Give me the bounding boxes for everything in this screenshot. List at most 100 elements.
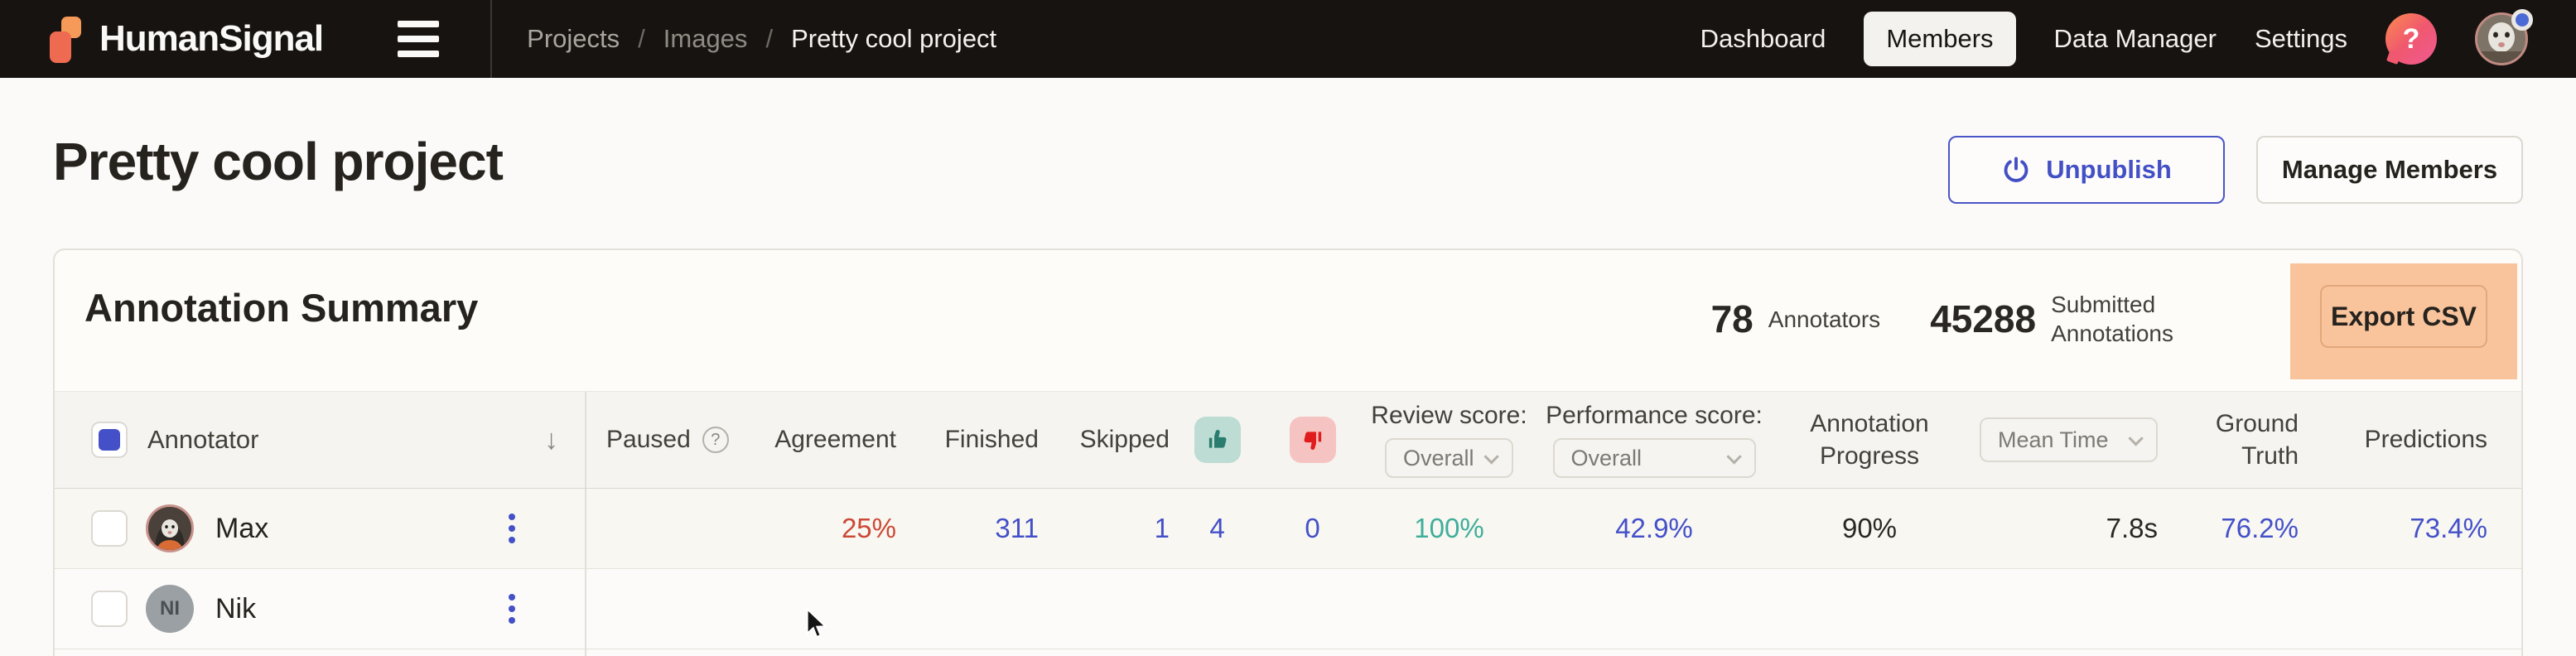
rejected-value[interactable]: 0 [1305, 513, 1320, 543]
header-finished: Finished [896, 426, 1039, 454]
avatar-initials-text: NI [160, 597, 180, 620]
nav-settings[interactable]: Settings [2254, 24, 2347, 53]
predictions-value[interactable]: 73.4% [2410, 513, 2487, 543]
review-score-label: Review score: [1371, 402, 1527, 429]
mouse-cursor [800, 606, 828, 645]
annotators-count: 78 [1710, 297, 1754, 340]
unpublish-label: Unpublish [2046, 155, 2172, 184]
finished-label: Finished [944, 426, 1039, 453]
presence-dot [2511, 9, 2533, 31]
row-checkbox[interactable] [91, 510, 128, 547]
performance-score-label: Performance score: [1546, 402, 1763, 429]
annotator-cell: Max [55, 489, 586, 568]
export-csv-button[interactable]: Export CSV [2320, 285, 2487, 348]
humansignal-logo-icon [48, 15, 88, 63]
header-mean-time: Mean Time [1969, 417, 2158, 462]
ground-truth-value[interactable]: 76.2% [2221, 512, 2299, 543]
chevron-down-icon [1725, 448, 1742, 465]
card-title: Annotation Summary [84, 286, 479, 330]
select-all-checkbox[interactable] [91, 422, 128, 458]
annotation-progress-value: 90% [1841, 512, 1898, 543]
ground-truth-line1: Ground [2215, 410, 2299, 437]
row-data-cells: 25% 311 1 4 0 100% 42.9% 90% 7.8s 76.2% … [586, 489, 2525, 568]
header-ground-truth: Ground Truth [2158, 408, 2299, 472]
annotator-cell: NI Nik [55, 569, 586, 649]
nav-data-manager[interactable]: Data Manager [2053, 24, 2217, 53]
submitted-label-line1: Submitted [2051, 292, 2156, 317]
mean-time-dropdown[interactable]: Mean Time [1980, 417, 2158, 462]
submitted-annotations-stat: 45288 Submitted Annotations [1930, 290, 2173, 348]
header-annotator-label: Annotator [147, 425, 259, 454]
header-performance-score: Performance score: Overall [1538, 402, 1770, 478]
row-data-cells [586, 569, 2525, 649]
help-question-mark: ? [2402, 22, 2420, 55]
skipped-value[interactable]: 1 [1154, 513, 1170, 543]
breadcrumb-separator: / [638, 24, 645, 53]
paused-help-icon[interactable]: ? [702, 427, 729, 453]
avatar-initials: NI [146, 585, 194, 633]
avatar [146, 504, 194, 552]
summary-stats: 78 Annotators 45288 Submitted Annotation… [1711, 290, 2173, 348]
breadcrumb: Projects / Images / Pretty cool project [527, 24, 996, 54]
breadcrumb-images[interactable]: Images [663, 24, 748, 53]
skipped-label: Skipped [1079, 426, 1170, 453]
paused-help-glyph: ? [711, 430, 721, 449]
manage-members-button[interactable]: Manage Members [2256, 136, 2523, 204]
thumbs-up-icon [1194, 417, 1241, 463]
sort-descending-icon[interactable]: ↓ [544, 423, 558, 456]
submitted-count: 45288 [1930, 297, 2037, 340]
table-header-row: Annotator ↓ Paused ? Agreement Finished [55, 391, 2521, 489]
header-rejected [1265, 417, 1360, 463]
unpublish-button[interactable]: Unpublish [1948, 136, 2225, 204]
navbar-right: Dashboard Members Data Manager Settings … [1700, 0, 2533, 78]
top-navbar: HumanSignal Projects / Images / Pretty c… [0, 0, 2576, 78]
page-actions: Unpublish Manage Members [1948, 136, 2523, 204]
row-menu-icon[interactable] [504, 589, 520, 629]
submitted-label: Submitted Annotations [2051, 290, 2173, 348]
agreement-value[interactable]: 25% [841, 513, 896, 543]
mean-time-value: 7.8s [2106, 513, 2158, 543]
header-annotation-progress: Annotation Progress [1770, 408, 1969, 472]
thumbs-down-icon [1289, 417, 1336, 463]
row-menu-icon[interactable] [504, 509, 520, 548]
breadcrumb-projects[interactable]: Projects [527, 24, 620, 53]
performance-score-value[interactable]: 42.9% [1615, 513, 1693, 543]
annotator-name: Max [215, 512, 269, 544]
header-skipped: Skipped [1039, 426, 1170, 454]
review-score-dropdown[interactable]: Overall [1385, 438, 1513, 478]
table-row-max[interactable]: Max 25% 311 1 4 0 100% 42.9% 90% 7.8s 76… [55, 489, 2521, 569]
header-annotator-cell: Annotator ↓ [55, 392, 586, 488]
row-checkbox[interactable] [91, 591, 128, 627]
user-avatar[interactable] [2475, 9, 2533, 65]
header-paused: Paused ? [606, 426, 743, 454]
humansignal-logo[interactable]: HumanSignal [48, 15, 324, 63]
accepted-value[interactable]: 4 [1209, 513, 1225, 543]
finished-value[interactable]: 311 [995, 513, 1039, 543]
header-accepted [1170, 417, 1265, 463]
page-title: Pretty cool project [53, 132, 504, 191]
header-data-cells: Paused ? Agreement Finished Skipped [586, 392, 2525, 488]
help-icon[interactable]: ? [2385, 13, 2437, 65]
table-row-nik[interactable]: NI Nik [55, 569, 2521, 649]
mean-time-value: Mean Time [1998, 427, 2109, 452]
chevron-down-icon [1483, 448, 1499, 465]
nav-dashboard[interactable]: Dashboard [1700, 24, 1826, 53]
annotators-stat: 78 Annotators [1711, 297, 1881, 341]
submitted-label-line2: Annotations [2051, 321, 2173, 346]
ground-truth-line2: Truth [2241, 442, 2299, 470]
chevron-down-icon [2128, 430, 2144, 446]
header-predictions: Predictions [2299, 426, 2487, 454]
export-csv-label: Export CSV [2330, 301, 2477, 331]
review-score-value[interactable]: 100% [1414, 513, 1484, 543]
hamburger-menu-icon[interactable] [398, 21, 440, 57]
annotation-summary-card: Annotation Summary 78 Annotators 45288 S… [53, 248, 2523, 656]
annotators-table: Annotator ↓ Paused ? Agreement Finished [55, 391, 2521, 656]
breadcrumb-current-project: Pretty cool project [791, 24, 997, 53]
annotation-progress-line1: Annotation [1810, 410, 1929, 437]
header-review-score: Review score: Overall [1360, 402, 1538, 478]
nav-members[interactable]: Members [1864, 12, 2016, 66]
logo-text: HumanSignal [99, 18, 324, 59]
manage-members-label: Manage Members [2281, 155, 2498, 184]
performance-score-dropdown[interactable]: Overall [1552, 438, 1756, 478]
